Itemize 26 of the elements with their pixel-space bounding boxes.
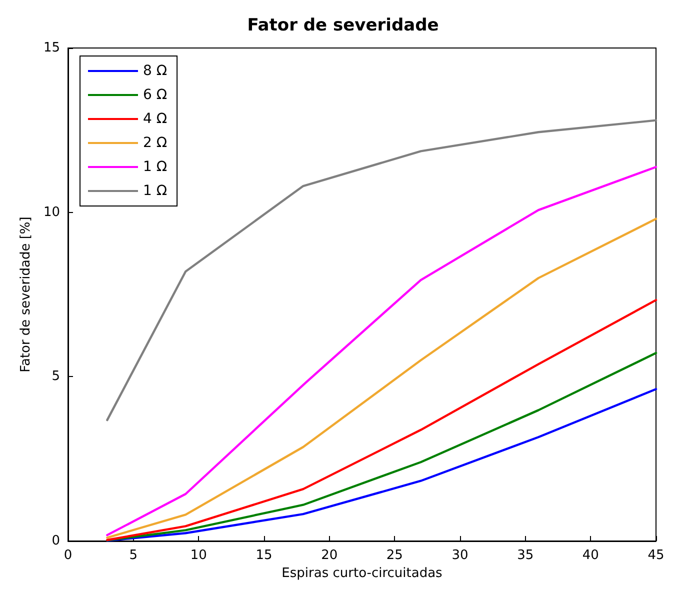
x-tick-label: 10 [190, 548, 207, 563]
line-series [106, 388, 658, 542]
x-tick-label: 5 [129, 548, 138, 563]
x-tick-label: 25 [386, 548, 403, 563]
x-tick-label: 0 [64, 548, 72, 563]
x-tick-label: 45 [648, 548, 664, 563]
x-tick-label: 30 [452, 548, 468, 563]
legend-label: 8 Ω [143, 63, 168, 79]
line-series [106, 298, 658, 542]
x-tick-label: 20 [321, 548, 338, 563]
legend-label: 6 Ω [143, 87, 168, 103]
legend-label: 1 Ω [143, 183, 168, 199]
legend-label: 4 Ω [143, 111, 168, 127]
y-tick-label: 0 [52, 534, 60, 548]
chart-title: Fator de severidade [247, 16, 439, 36]
x-axis-title: Espiras curto-circuitadas [282, 566, 443, 581]
legend-label: 2 Ω [143, 135, 168, 151]
x-tick-label: 35 [517, 548, 534, 563]
y-tick-label: 5 [52, 369, 60, 384]
line-series [106, 352, 658, 542]
x-tick-label: 40 [582, 548, 599, 563]
legend-label: 1 Ω [143, 159, 168, 175]
y-tick-label: 15 [43, 40, 60, 56]
y-axis-title: Fator de severidade [%] [18, 216, 34, 372]
y-tick-label: 10 [43, 204, 60, 220]
x-tick-label: 15 [256, 548, 272, 563]
